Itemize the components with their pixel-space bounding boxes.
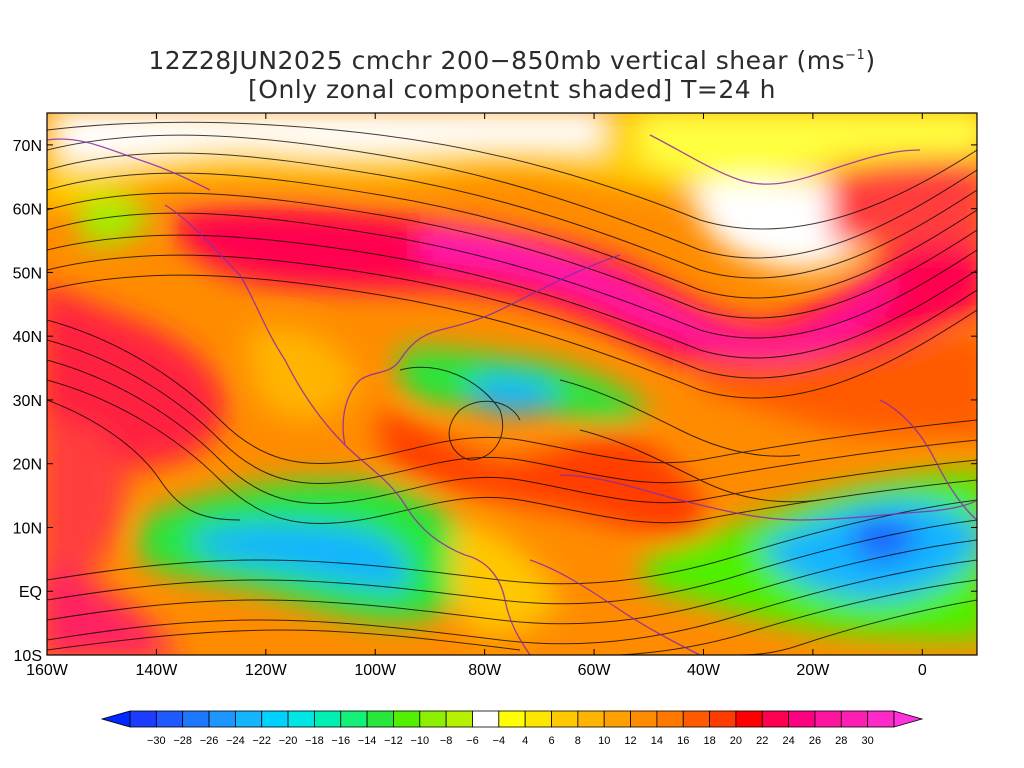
lon-tick-label: 140W — [136, 662, 179, 679]
lat-tick-label: 60N — [13, 202, 42, 219]
title-line-2: [Only zonal componetnt shaded] T=24 h — [248, 75, 776, 104]
lon-tick-label: 60W — [578, 662, 612, 679]
lon-tick-label: 20W — [796, 662, 830, 679]
lat-tick-label: 10N — [13, 520, 42, 537]
lat-tick-label: 20N — [13, 457, 42, 474]
title-line-1-end: ) — [865, 46, 876, 75]
coastlines — [47, 134, 977, 655]
lat-tick-label: EQ — [19, 584, 42, 601]
shading-field — [47, 113, 977, 655]
longitude-labels: 160W 140W 120W 100W 80W 60W 40W 20W 0 — [26, 662, 927, 679]
chart-title: 12Z28JUN2025 cmchr 200−850mb vertical sh… — [0, 46, 1024, 104]
lon-tick-label: 40W — [687, 662, 721, 679]
lon-tick-label: 100W — [354, 662, 397, 679]
latitude-labels: 70N 60N 50N 40N 30N 20N 10N EQ 10S — [13, 138, 42, 665]
lon-tick-label: 120W — [245, 662, 288, 679]
lon-tick-label: 80W — [468, 662, 502, 679]
lon-tick-label: 160W — [26, 662, 69, 679]
lat-tick-label: 70N — [13, 138, 42, 155]
lat-tick-label: 10S — [14, 648, 42, 665]
tick-marks — [46, 113, 977, 656]
lon-tick-label: 0 — [918, 662, 927, 679]
streamlines — [47, 121, 977, 655]
map-plot-area — [47, 113, 977, 655]
title-line-1: 12Z28JUN2025 cmchr 200−850mb vertical sh… — [0, 46, 1024, 75]
lat-tick-label: 40N — [13, 329, 42, 346]
map-frame — [46, 112, 978, 656]
title-line-1-text: 12Z28JUN2025 cmchr 200−850mb vertical sh… — [148, 46, 846, 75]
title-unit-exponent: −1 — [845, 48, 866, 63]
lat-tick-label: 30N — [13, 393, 42, 410]
lat-tick-label: 50N — [13, 265, 42, 282]
